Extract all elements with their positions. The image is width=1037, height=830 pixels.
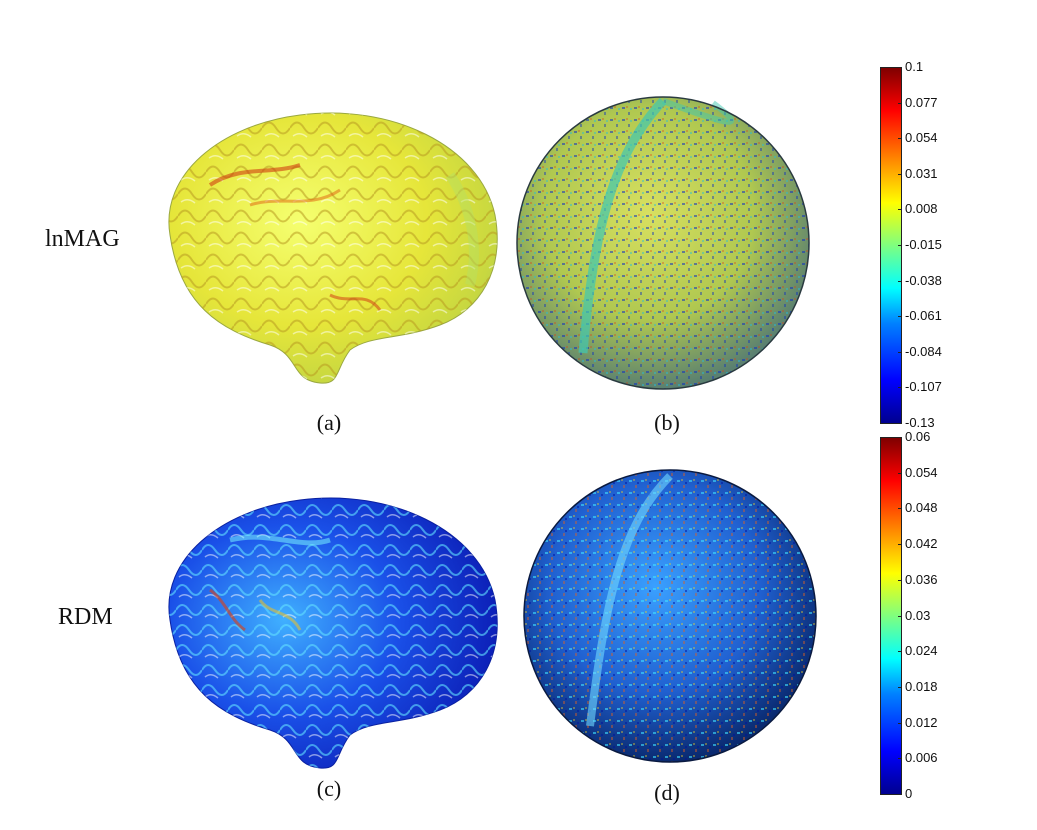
colorbar-tick-mark (898, 544, 902, 546)
colorbar-tick-mark (898, 508, 902, 510)
colorbar-tick-mark (898, 686, 902, 688)
colorbar-tick-mark (898, 280, 902, 282)
colorbar-tick-mark (898, 102, 902, 104)
colorbar-tick-mark (898, 437, 902, 438)
colorbar-tick-label: 0.031 (905, 165, 938, 181)
caption-a: (a) (316, 410, 342, 435)
colorbar-tick-mark (898, 615, 902, 617)
row-label-lnmag: lnMAG (45, 226, 120, 252)
colorbar-tick-label: -0.107 (905, 379, 942, 395)
colorbar-tick-mark (898, 138, 902, 140)
colorbar-tick-mark (898, 173, 902, 175)
colorbar-tick-label: -0.13 (905, 415, 935, 430)
colorbar-tick-mark (898, 423, 902, 424)
sphere-map-lnmag (516, 96, 810, 390)
colorbar-tick-label: 0.018 (905, 678, 938, 694)
colorbar-tick-label: 0.054 (905, 130, 938, 146)
colorbar-tick-mark (898, 794, 902, 795)
colorbar-tick-mark (898, 209, 902, 211)
caption-b: (b) (654, 410, 680, 435)
colorbar-tick-mark (898, 472, 902, 474)
caption-c: (c) (316, 776, 342, 801)
sphere-map-rdm (523, 469, 817, 763)
brain-surface-lnmag (168, 112, 498, 384)
colorbar-tick-label: 0.054 (905, 464, 938, 480)
colorbar-tick-label: 0.036 (905, 571, 938, 587)
colorbar-tick-label: -0.015 (905, 237, 942, 252)
colorbar-tick-label: -0.038 (905, 272, 942, 288)
colorbar-tick-mark (898, 579, 902, 581)
colorbar-tick-mark (898, 245, 902, 246)
colorbar-tick-label: 0.077 (905, 94, 938, 110)
row-label-rdm: RDM (58, 604, 113, 630)
colorbar-tick-label: 0.03 (905, 607, 931, 623)
colorbar-tick-label: -0.084 (905, 343, 942, 359)
colorbar-tick-label: 0.024 (905, 643, 938, 659)
colorbar-tick-mark (898, 758, 902, 760)
colorbar-tick-label: 0.012 (905, 714, 938, 730)
colorbar-tick-label: 0 (905, 786, 913, 801)
colorbar-tick-label: 0.042 (905, 536, 938, 552)
caption-d: (d) (654, 780, 680, 805)
colorbar-tick-mark (898, 722, 902, 724)
colorbar-tick-label: 0.006 (905, 750, 938, 766)
colorbar-tick-label: 0.048 (905, 500, 938, 516)
colorbar-tick-label: 0.06 (905, 429, 931, 444)
colorbar-tick-mark (898, 316, 902, 318)
colorbar-tick-mark (898, 351, 902, 353)
brain-surface-rdm (168, 497, 498, 769)
colorbar-tick-label: -0.061 (905, 308, 942, 324)
colorbar-tick-mark (898, 67, 902, 68)
colorbar-tick-mark (898, 651, 902, 653)
colorbar-tick-label: 0.1 (905, 59, 924, 74)
colorbar-tick-mark (898, 387, 902, 389)
colorbar-tick-label: 0.008 (905, 201, 938, 217)
